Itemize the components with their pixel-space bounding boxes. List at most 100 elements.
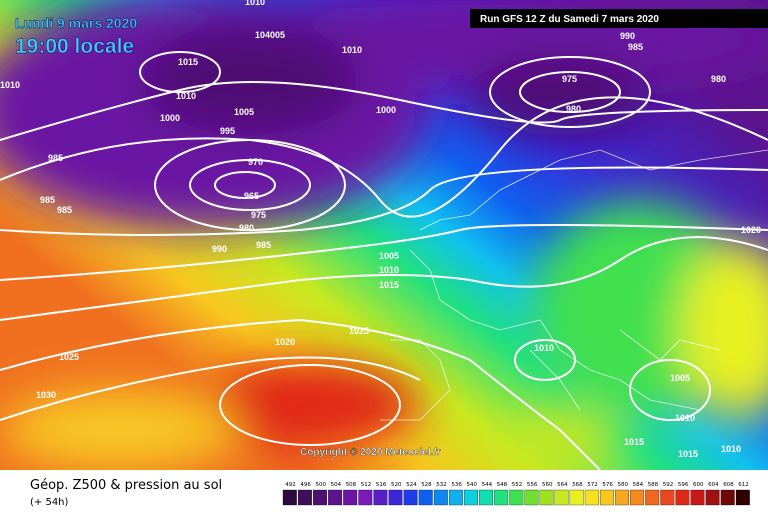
- copyright: Copyright © 2020 Meteociel.fr: [300, 447, 441, 458]
- isobar-labels: 1010 1010 1015 104005 1010 1010 1000 1005 995 970…: [0, 0, 761, 459]
- legend-label: 612: [738, 482, 749, 488]
- legend-swatch: [494, 489, 509, 506]
- legend-swatch: [297, 489, 312, 506]
- legend-label: 588: [648, 482, 659, 488]
- legend-label: 580: [618, 482, 629, 488]
- isobar-label: 1020: [741, 225, 761, 235]
- isobar-label: 1015: [178, 57, 198, 67]
- legend-label: 508: [346, 482, 357, 488]
- legend-label: 516: [376, 482, 387, 488]
- run-info: Run GFS 12 Z du Samedi 7 mars 2020: [480, 14, 659, 25]
- isobar-label: 985: [40, 195, 55, 205]
- legend-label: 592: [663, 482, 674, 488]
- isobar-label: 1005: [234, 107, 254, 117]
- legend-label: 560: [542, 482, 553, 488]
- isobar-label: 1015: [379, 280, 399, 290]
- isobar-label: 1010: [342, 45, 362, 55]
- legend-swatch: [479, 489, 494, 506]
- legend-label: 528: [421, 482, 432, 488]
- legend-swatch: [464, 489, 478, 506]
- legend-label: 492: [285, 482, 296, 488]
- legend-label: 524: [406, 482, 417, 488]
- isobar-label: 1010: [534, 343, 554, 353]
- run-banner: [470, 9, 768, 28]
- isobar-label: 1010: [176, 91, 196, 101]
- legend-swatch: [388, 489, 403, 506]
- legend-swatch: [569, 489, 584, 506]
- isobar-label: 104005: [255, 30, 285, 40]
- legend-title: Géop. Z500 & pression au sol: [30, 478, 222, 493]
- legend-swatch: [418, 489, 433, 506]
- legend-label: 504: [331, 482, 342, 488]
- legend-label: 552: [512, 482, 523, 488]
- isobar-label: 1030: [36, 390, 56, 400]
- isobar-label: 1010: [245, 0, 265, 7]
- legend-swatch: [313, 489, 327, 506]
- color-scale: 492 496 500 504 508 512 516 520 524 528 532 536 540 5…: [282, 482, 750, 506]
- legend-swatch: [403, 489, 418, 506]
- isobar-label: 970: [248, 157, 263, 167]
- legend-label: 532: [436, 482, 447, 488]
- legend-label: 556: [527, 482, 538, 488]
- legend-label: 548: [497, 482, 508, 488]
- isobar-label: 965: [244, 191, 259, 201]
- isobar-label: 990: [212, 244, 227, 254]
- legend-label: 544: [482, 482, 493, 488]
- legend-label: 604: [708, 482, 719, 488]
- legend-label: 564: [557, 482, 568, 488]
- isobar-label: 980: [566, 104, 581, 114]
- isobar-label: 985: [256, 240, 271, 250]
- isobar-label: 1010: [721, 444, 741, 454]
- legend-swatch: [448, 489, 463, 506]
- legend-swatch: [630, 489, 645, 506]
- legend-swatch: [358, 489, 373, 506]
- isobar-label: 980: [711, 74, 726, 84]
- legend-swatch: [584, 489, 599, 506]
- legend-swatch: [373, 489, 388, 506]
- legend-swatch: [509, 489, 524, 506]
- isobar-label: 995: [220, 126, 235, 136]
- legend-label: 568: [572, 482, 583, 488]
- isobar-label: 985: [628, 42, 643, 52]
- isobar-label: 1015: [678, 449, 698, 459]
- isobar-label: 980: [239, 223, 254, 233]
- legend-label: 536: [451, 482, 462, 488]
- legend-swatch: [645, 489, 660, 506]
- legend-label: 572: [587, 482, 598, 488]
- legend-swatch: [539, 489, 554, 506]
- map-area: 1010 1010 1015 104005 1010 1010 1000 1005 995 970…: [0, 0, 768, 470]
- legend-swatch: [735, 489, 750, 506]
- legend-label: 520: [391, 482, 402, 488]
- legend-swatch: [720, 489, 735, 506]
- forecast-time: 19:00 locale: [15, 35, 134, 58]
- legend-swatch: [599, 489, 614, 506]
- legend-subtitle: (+ 54h): [30, 497, 69, 508]
- isobar-label: 1000: [376, 105, 396, 115]
- legend-label: 584: [633, 482, 644, 488]
- legend-label: 540: [467, 482, 478, 488]
- legend-label: 576: [602, 482, 613, 488]
- legend-swatch: [690, 489, 705, 506]
- legend-swatch: [433, 489, 448, 506]
- isobar-label: 1000: [160, 113, 180, 123]
- isobar-label: 1025: [349, 326, 369, 336]
- isobar-label: 1010: [379, 265, 399, 275]
- isobar-label: 985: [57, 205, 72, 215]
- isobar-label: 1025: [59, 352, 79, 362]
- legend-swatch: [660, 489, 675, 506]
- forecast-date: Lundi 9 mars 2020: [15, 15, 137, 31]
- legend-swatch: [524, 489, 539, 506]
- legend-swatch: [282, 489, 297, 506]
- legend-label: 500: [316, 482, 327, 488]
- isobar-label: 1005: [670, 373, 690, 383]
- isobar-label: 1005: [379, 251, 399, 261]
- isobar-label: 1010: [675, 413, 695, 423]
- legend-swatch: [554, 489, 569, 506]
- isobar-label: 1020: [275, 337, 295, 347]
- legend-swatch: [328, 489, 343, 506]
- legend-label: 512: [361, 482, 372, 488]
- legend-label: 596: [678, 482, 689, 488]
- legend-label: 600: [693, 482, 704, 488]
- legend-swatch: [705, 489, 720, 506]
